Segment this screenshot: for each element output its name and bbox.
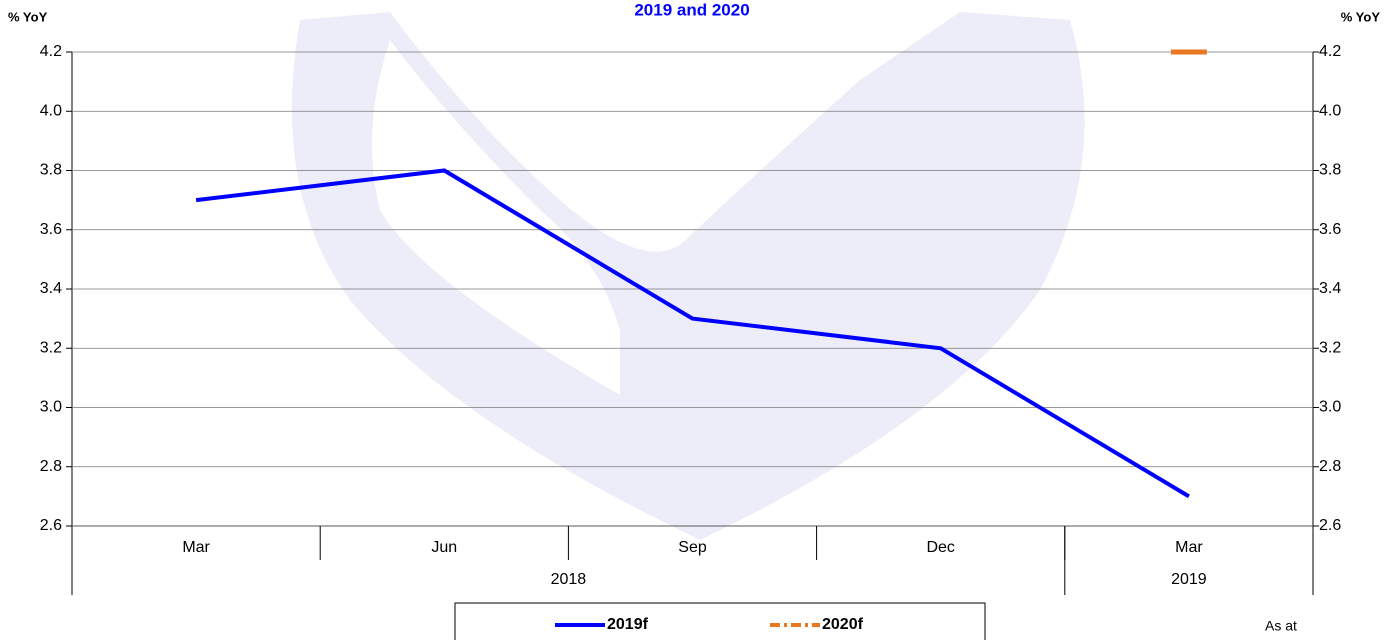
y-tick-label: 3.8 — [40, 162, 62, 179]
y2-tick-label: 3.4 — [1319, 280, 1341, 297]
x-tick-label: Mar — [182, 539, 210, 556]
x-group-label: 2018 — [551, 571, 587, 588]
y2-tick-label: 3.8 — [1319, 162, 1341, 179]
y-tick-label: 3.6 — [40, 221, 62, 238]
page: {"chart_data": { "type": "line", "title"… — [0, 0, 1385, 640]
y2-tick-label: 2.8 — [1319, 458, 1341, 475]
x-tick-label: Mar — [1175, 539, 1203, 556]
chart: 2019 and 2020 % YoY % YoY As at 2.6 2.6 2.… — [0, 0, 1385, 640]
y-tick-label: 3.0 — [40, 399, 62, 416]
legend-label: 2019f — [607, 616, 649, 633]
y-tick-label: 4.2 — [40, 43, 62, 60]
y2-axis-label: % YoY — [1341, 9, 1381, 24]
x-tick-label: Sep — [678, 539, 707, 556]
legend — [455, 603, 985, 640]
y-tick-label: 3.2 — [40, 339, 62, 356]
watermark — [292, 12, 1085, 540]
y2-tick-label: 4.0 — [1319, 102, 1341, 119]
y2-tick-label: 2.6 — [1319, 517, 1341, 534]
note: As at — [1265, 618, 1297, 634]
x-tick-label: Dec — [926, 539, 954, 556]
y2-tick-label: 3.0 — [1319, 399, 1341, 416]
y-tick-label: 2.8 — [40, 458, 62, 475]
y2-tick-label: 3.2 — [1319, 339, 1341, 356]
y-axis-label: % YoY — [8, 9, 48, 24]
x-group-label: 2019 — [1171, 571, 1207, 588]
y-tick-label: 3.4 — [40, 280, 62, 297]
legend-label: 2020f — [822, 616, 864, 633]
y2-tick-label: 4.2 — [1319, 43, 1341, 60]
y2-tick-label: 3.6 — [1319, 221, 1341, 238]
chart-title: 2019 and 2020 — [634, 0, 749, 19]
y-tick-label: 4.0 — [40, 102, 62, 119]
x-tick-label: Jun — [431, 539, 457, 556]
y-tick-label: 2.6 — [40, 517, 62, 534]
